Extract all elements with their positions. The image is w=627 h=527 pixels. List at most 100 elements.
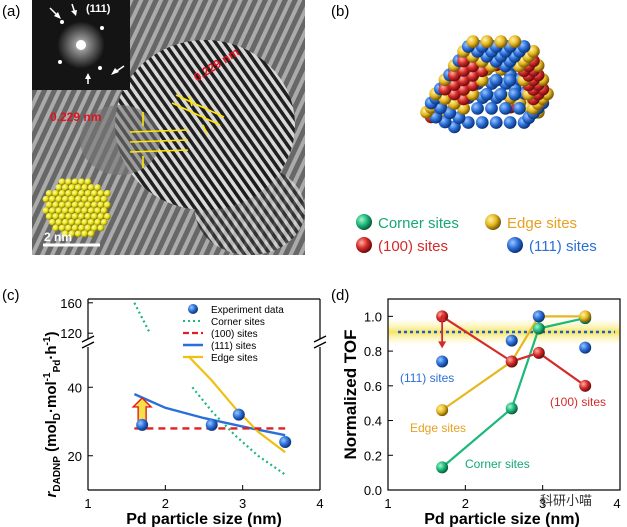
atom-yellow bbox=[494, 35, 508, 48]
panel-d: (d) 1 2 3 4 0.0 0.2 0.4 0.6 0.8 1.0 (111) sites (10… bbox=[331, 287, 621, 527]
atom-small bbox=[42, 195, 50, 203]
series-line-2 bbox=[441, 315, 586, 387]
experiment-point bbox=[205, 418, 218, 431]
y-label-part: Pd bbox=[52, 360, 63, 373]
y-tick-label: 20 bbox=[68, 449, 82, 464]
series-point-3 bbox=[579, 341, 592, 354]
series-point-3 bbox=[436, 355, 449, 368]
experiment-point bbox=[136, 418, 149, 431]
atom-small bbox=[52, 201, 60, 209]
atom-blue bbox=[503, 116, 517, 129]
atom-small bbox=[61, 184, 69, 191]
panel-b-label: (b) bbox=[331, 3, 349, 20]
atom-blue bbox=[489, 73, 503, 87]
atom-small bbox=[65, 201, 73, 209]
atom-small bbox=[65, 224, 73, 232]
legend-label-0: Corner sites bbox=[378, 215, 459, 232]
fft-index-label: (111) bbox=[86, 3, 111, 15]
atom-small bbox=[58, 224, 66, 232]
atom-small bbox=[84, 213, 92, 220]
atom-small bbox=[78, 201, 85, 209]
atom-small bbox=[74, 207, 82, 215]
legend-label-3: (111) sites bbox=[529, 238, 597, 255]
atom-small bbox=[68, 184, 76, 191]
y-tick-label: 40 bbox=[68, 380, 82, 395]
y-tick-label: 0.8 bbox=[364, 344, 382, 359]
atom-small bbox=[81, 184, 89, 191]
atom-small bbox=[49, 218, 56, 226]
legend-text: Edge sites bbox=[211, 353, 258, 364]
atom-small bbox=[91, 189, 98, 197]
atom-small bbox=[84, 201, 92, 209]
atom-blue bbox=[508, 87, 522, 101]
series-point-2 bbox=[532, 346, 545, 359]
atom-small bbox=[55, 207, 63, 215]
scale-bar-label: 2 nm bbox=[44, 230, 72, 244]
series-point-2 bbox=[505, 355, 518, 368]
nanoparticle-model-small bbox=[42, 178, 111, 238]
atom-small bbox=[97, 201, 105, 209]
atom-blue bbox=[475, 116, 489, 129]
series-point-2 bbox=[579, 379, 592, 392]
atom-small bbox=[87, 184, 95, 191]
atom-small bbox=[97, 213, 105, 220]
axis-break-right bbox=[313, 335, 327, 349]
x-axis-label: Pd particle size (nm) bbox=[424, 511, 580, 527]
legend-marker-0 bbox=[356, 214, 372, 230]
panel-a: (111) 0.229 nm 0.229 nm 2 nm (a) bbox=[2, 0, 305, 255]
legend-marker-experiment bbox=[188, 304, 198, 314]
x-tick-label: 1 bbox=[84, 496, 91, 511]
atom-small bbox=[55, 184, 63, 191]
series-point-0 bbox=[436, 461, 449, 474]
atom-small bbox=[87, 207, 95, 215]
atom-small bbox=[68, 218, 76, 226]
y-tick-label: 0.4 bbox=[364, 414, 382, 429]
legend-text: (111) sites bbox=[211, 341, 256, 352]
series-annotation-1: (100) sites bbox=[550, 395, 606, 409]
legend-marker-2 bbox=[356, 237, 372, 253]
panel-d-label: (d) bbox=[331, 287, 349, 304]
atom-small bbox=[61, 218, 69, 226]
atom-small bbox=[58, 189, 66, 197]
atom-small bbox=[81, 230, 89, 238]
series-line-0 bbox=[441, 317, 586, 469]
atom-small bbox=[81, 218, 89, 226]
x-axis-label: Pd particle size (nm) bbox=[126, 511, 282, 527]
gap-arrow-head-down bbox=[438, 341, 447, 349]
cuboctahedron-model bbox=[420, 35, 554, 134]
atom-small bbox=[58, 178, 66, 186]
fft-inset bbox=[32, 0, 130, 90]
y-label-part: D bbox=[52, 413, 63, 420]
atom-small bbox=[100, 207, 108, 215]
atom-small bbox=[103, 201, 111, 209]
chart-d: 1 2 3 4 0.0 0.2 0.4 0.6 0.8 1.0 (111) sites (100) s… bbox=[341, 298, 621, 527]
atom-small bbox=[61, 207, 69, 215]
atom-small bbox=[55, 218, 63, 226]
y-tick-label: 160 bbox=[60, 296, 82, 311]
lattice-markers bbox=[129, 94, 225, 168]
legend-text: Experiment data bbox=[211, 305, 284, 316]
atom-small bbox=[58, 213, 66, 220]
atom-blue bbox=[480, 87, 494, 101]
series-line-1 bbox=[441, 315, 586, 412]
experiment-point bbox=[279, 436, 292, 449]
y-label-part: (mol bbox=[43, 420, 60, 456]
y-tick-label: 0.0 bbox=[364, 483, 382, 498]
atom-small bbox=[74, 184, 82, 191]
atom-small bbox=[55, 195, 63, 203]
series-annotation-0: (111) sites bbox=[400, 371, 454, 385]
atom-small bbox=[87, 230, 95, 238]
y-tick-label: 1.0 bbox=[364, 309, 382, 324]
atom-blue bbox=[485, 102, 498, 115]
atom-small bbox=[49, 195, 56, 203]
atom-blue bbox=[499, 102, 512, 115]
atom-small bbox=[74, 218, 82, 226]
y-tick-label: 120 bbox=[60, 326, 82, 341]
atom-small bbox=[52, 189, 60, 197]
x-tick-label: 4 bbox=[316, 496, 323, 511]
y-label-part: -1 bbox=[42, 336, 53, 345]
atom-yellow bbox=[466, 35, 480, 48]
series-corner-lower bbox=[191, 386, 286, 476]
